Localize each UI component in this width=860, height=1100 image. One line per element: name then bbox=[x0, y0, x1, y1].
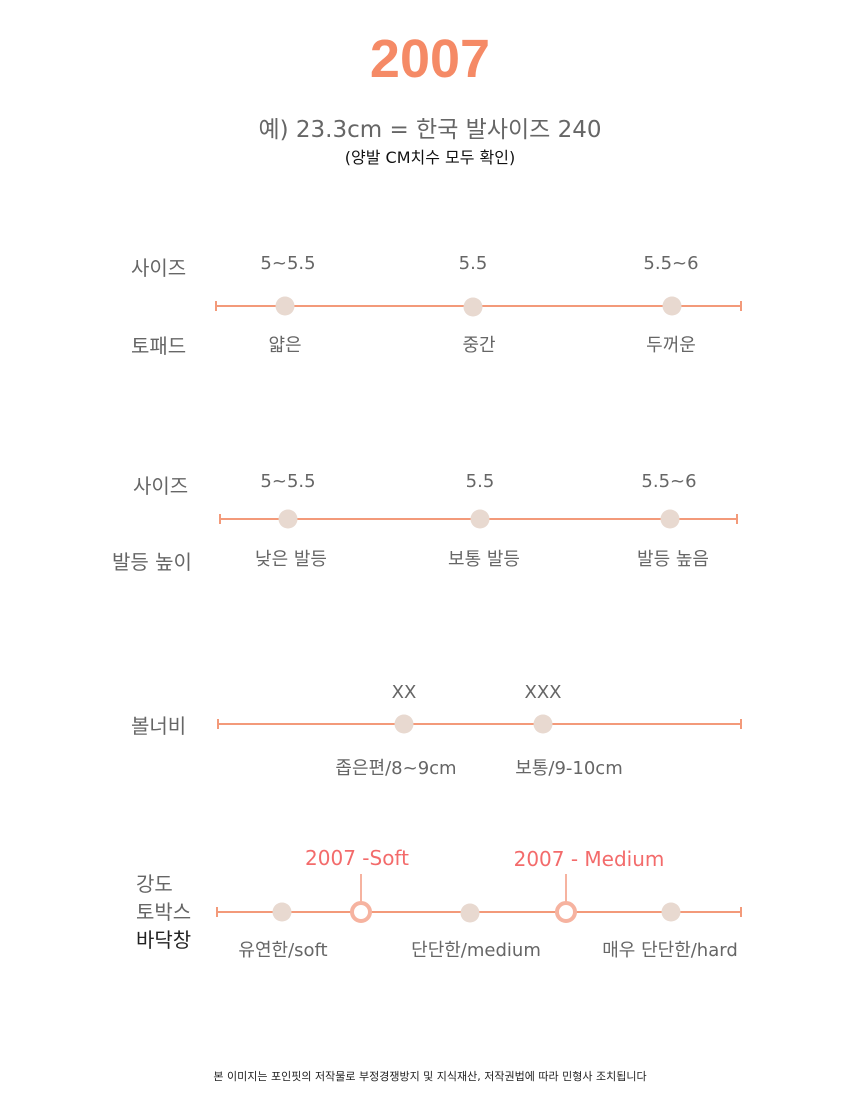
toebox-label: 토박스 bbox=[136, 900, 192, 924]
size-example: 예) 23.3cm = 한국 발사이즈 240 bbox=[258, 117, 602, 143]
width-caption-narrow: 좁은편/8~9cm bbox=[335, 758, 457, 779]
strength-label: 강도 bbox=[136, 872, 173, 896]
sole-label: 바닥창 bbox=[136, 928, 192, 952]
strength-caption-soft: 유연한/soft bbox=[238, 940, 328, 961]
toepad-size-label: 사이즈 bbox=[131, 256, 187, 280]
strength-scale-line bbox=[217, 911, 742, 913]
width-size-xx: XX bbox=[391, 682, 417, 703]
copyright-notice: 본 이미지는 포인핏의 저작물로 부정경쟁방지 및 지식재산, 저작권법에 따라… bbox=[213, 1070, 647, 1083]
toepad-size-3: 5.5~6 bbox=[643, 253, 699, 274]
instep-caption-high: 발등 높음 bbox=[637, 549, 709, 570]
instep-marker-high bbox=[660, 509, 680, 529]
toepad-caption-medium: 중간 bbox=[462, 335, 496, 356]
width-scale-line bbox=[218, 723, 742, 725]
width-label: 볼너비 bbox=[131, 714, 187, 738]
strength-ring-2007-medium bbox=[555, 901, 577, 923]
toepad-size-1: 5~5.5 bbox=[260, 253, 316, 274]
toepad-scale-end-tick bbox=[740, 301, 742, 311]
toepad-scale-start-tick bbox=[215, 301, 217, 311]
callout-medium-pointer bbox=[565, 874, 567, 902]
strength-marker-hard bbox=[661, 902, 681, 922]
model-number: 2007 bbox=[369, 29, 491, 89]
toepad-caption-thick: 두꺼운 bbox=[646, 335, 696, 356]
width-scale-end-tick bbox=[740, 719, 742, 729]
toepad-size-2: 5.5 bbox=[458, 253, 488, 274]
instep-caption-normal: 보통 발등 bbox=[448, 549, 520, 570]
instep-size-3: 5.5~6 bbox=[641, 471, 697, 492]
strength-marker-soft bbox=[272, 902, 292, 922]
strength-caption-medium: 단단한/medium bbox=[411, 940, 541, 961]
toepad-caption-thin: 얇은 bbox=[268, 335, 302, 356]
toepad-marker-thin bbox=[275, 296, 295, 316]
width-scale-start-tick bbox=[217, 719, 219, 729]
size-note: (양발 CM치수 모두 확인) bbox=[344, 148, 516, 167]
instep-size-2: 5.5 bbox=[465, 471, 495, 492]
callout-soft-pointer bbox=[360, 874, 362, 902]
instep-marker-low bbox=[278, 509, 298, 529]
width-marker-normal bbox=[533, 714, 553, 734]
width-marker-narrow bbox=[394, 714, 414, 734]
strength-caption-hard: 매우 단단한/hard bbox=[602, 940, 738, 961]
instep-caption-low: 낮은 발등 bbox=[255, 549, 327, 570]
toepad-marker-medium bbox=[463, 297, 483, 317]
strength-scale-end-tick bbox=[740, 907, 742, 917]
instep-scale-start-tick bbox=[219, 514, 221, 524]
width-caption-normal: 보통/9-10cm bbox=[515, 758, 623, 779]
strength-marker-medium bbox=[460, 903, 480, 923]
callout-soft: 2007 -Soft bbox=[305, 846, 409, 870]
instep-marker-normal bbox=[470, 509, 490, 529]
width-size-xxx: XXX bbox=[524, 682, 562, 703]
callout-medium: 2007 - Medium bbox=[513, 847, 665, 871]
toepad-marker-thick bbox=[662, 296, 682, 316]
strength-ring-2007-soft bbox=[350, 901, 372, 923]
toepad-label: 토패드 bbox=[131, 334, 187, 358]
instep-scale-end-tick bbox=[736, 514, 738, 524]
instep-label: 발등 높이 bbox=[112, 550, 192, 574]
instep-size-1: 5~5.5 bbox=[260, 471, 316, 492]
strength-scale-start-tick bbox=[216, 907, 218, 917]
instep-size-label: 사이즈 bbox=[133, 474, 189, 498]
